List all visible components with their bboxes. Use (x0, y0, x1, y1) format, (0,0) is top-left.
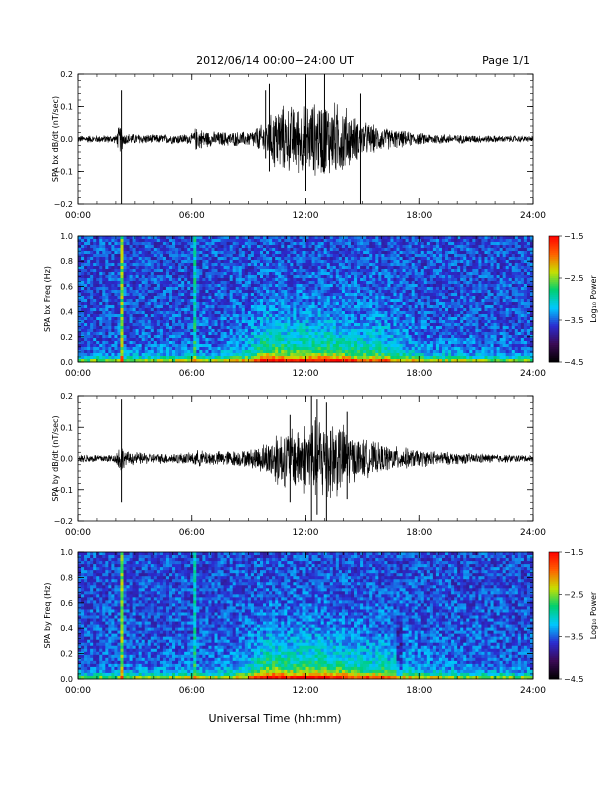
y-tick-label: −0.2 (54, 200, 73, 209)
colorbar-label: Log₁₀ Power (589, 591, 598, 639)
colorbar-tick-label: −2.5 (564, 590, 583, 599)
y-tick-label: 0.8 (60, 573, 73, 582)
y-tick-label: −0.1 (54, 486, 73, 495)
colorbar-label: Log₁₀ Power (589, 275, 598, 323)
x-tick-label: 06:00 (179, 369, 205, 379)
page-title: 2012/06/14 00:00−24:00 UT (196, 54, 354, 67)
y-tick-label: 0.1 (60, 103, 73, 112)
spectrogram-panel: 00:00 06:00 12:00 18:00 24:00 1.0 0.8 0.6 0.4 0.2… (43, 548, 598, 696)
x-tick-label: 00:00 (65, 528, 91, 538)
x-tick-label: 00:00 (65, 686, 91, 696)
x-tick-label: 24:00 (520, 211, 546, 221)
colorbar-tick-label: −4.5 (564, 675, 583, 684)
x-tick-label: 24:00 (520, 369, 546, 379)
y-tick-label: 0.4 (60, 308, 73, 317)
x-axis-title: Universal Time (hh:mm) (209, 712, 342, 725)
x-tick-label: 00:00 (65, 211, 91, 221)
colorbar-tick-label: −3.5 (564, 316, 583, 325)
x-tick-label: 06:00 (179, 686, 205, 696)
y-axis-label: SPA by Freq (Hz) (43, 583, 52, 649)
y-tick-label: 0.4 (60, 624, 73, 633)
y-tick-label: 0.0 (60, 455, 73, 464)
x-tick-label: 06:00 (179, 528, 205, 538)
spectrogram-cells (78, 552, 534, 680)
x-tick-label: 06:00 (179, 211, 205, 221)
y-tick-label: −0.2 (54, 517, 73, 526)
y-axis-label: SPA bx Freq (Hz) (43, 266, 52, 332)
y-tick-label: 0.0 (60, 358, 73, 367)
time-series-panel: 00:00 06:00 12:00 18:00 24:00 0.2 0.1 0.0 −0.1 −0… (51, 392, 546, 538)
y-tick-label: 1.0 (60, 548, 73, 557)
x-tick-label: 24:00 (520, 528, 546, 538)
page-number: Page 1/1 (482, 54, 530, 67)
y-tick-label: 0.6 (60, 599, 73, 608)
time-series-panel: 00:00 06:00 12:00 18:00 24:00 0.2 0.1 0.0 −0.1 −0… (51, 70, 546, 221)
spectrogram-cells (78, 236, 534, 363)
y-tick-label: 0.0 (60, 675, 73, 684)
y-tick-label: 0.2 (60, 70, 73, 79)
y-tick-label: 0.2 (60, 333, 73, 342)
colorbar-tick-label: −2.5 (564, 274, 583, 283)
y-tick-label: 1.0 (60, 232, 73, 241)
colorbar-tick-label: −3.5 (564, 633, 583, 642)
x-tick-label: 12:00 (293, 528, 319, 538)
y-tick-label: 0.2 (60, 650, 73, 659)
x-tick-label: 12:00 (293, 369, 319, 379)
x-tick-label: 18:00 (406, 369, 432, 379)
y-tick-label: −0.1 (54, 168, 73, 177)
colorbar-frame (548, 551, 560, 680)
colorbar-frame (548, 235, 560, 363)
y-tick-label: 0.8 (60, 257, 73, 266)
x-tick-label: 18:00 (406, 528, 432, 538)
y-axis-label: SPA by dB/dt (nT/sec) (51, 415, 60, 501)
colorbar: −1.5 −2.5 −3.5 −4.5 Log₁₀ Power (548, 232, 598, 367)
colorbar-tick-label: −1.5 (564, 548, 583, 557)
colorbar-tick-label: −4.5 (564, 358, 583, 367)
y-tick-label: 0.2 (60, 392, 73, 401)
y-tick-label: 0.0 (60, 135, 73, 144)
x-tick-label: 12:00 (293, 211, 319, 221)
y-tick-label: 0.1 (60, 423, 73, 432)
x-tick-label: 12:00 (293, 686, 319, 696)
x-tick-label: 00:00 (65, 369, 91, 379)
colorbar: −1.5 −2.5 −3.5 −4.5 Log₁₀ Power (548, 548, 598, 684)
colorbar-tick-label: −1.5 (564, 232, 583, 241)
x-tick-label: 24:00 (520, 686, 546, 696)
spectrogram-panel: 00:00 06:00 12:00 18:00 24:00 1.0 0.8 0.6 0.4 0.2… (43, 232, 598, 379)
y-tick-label: 0.6 (60, 282, 73, 291)
x-tick-label: 18:00 (406, 686, 432, 696)
x-tick-label: 18:00 (406, 211, 432, 221)
trace-line (77, 416, 534, 498)
y-axis-label: SPA bx dB/dt (nT/sec) (51, 96, 60, 182)
